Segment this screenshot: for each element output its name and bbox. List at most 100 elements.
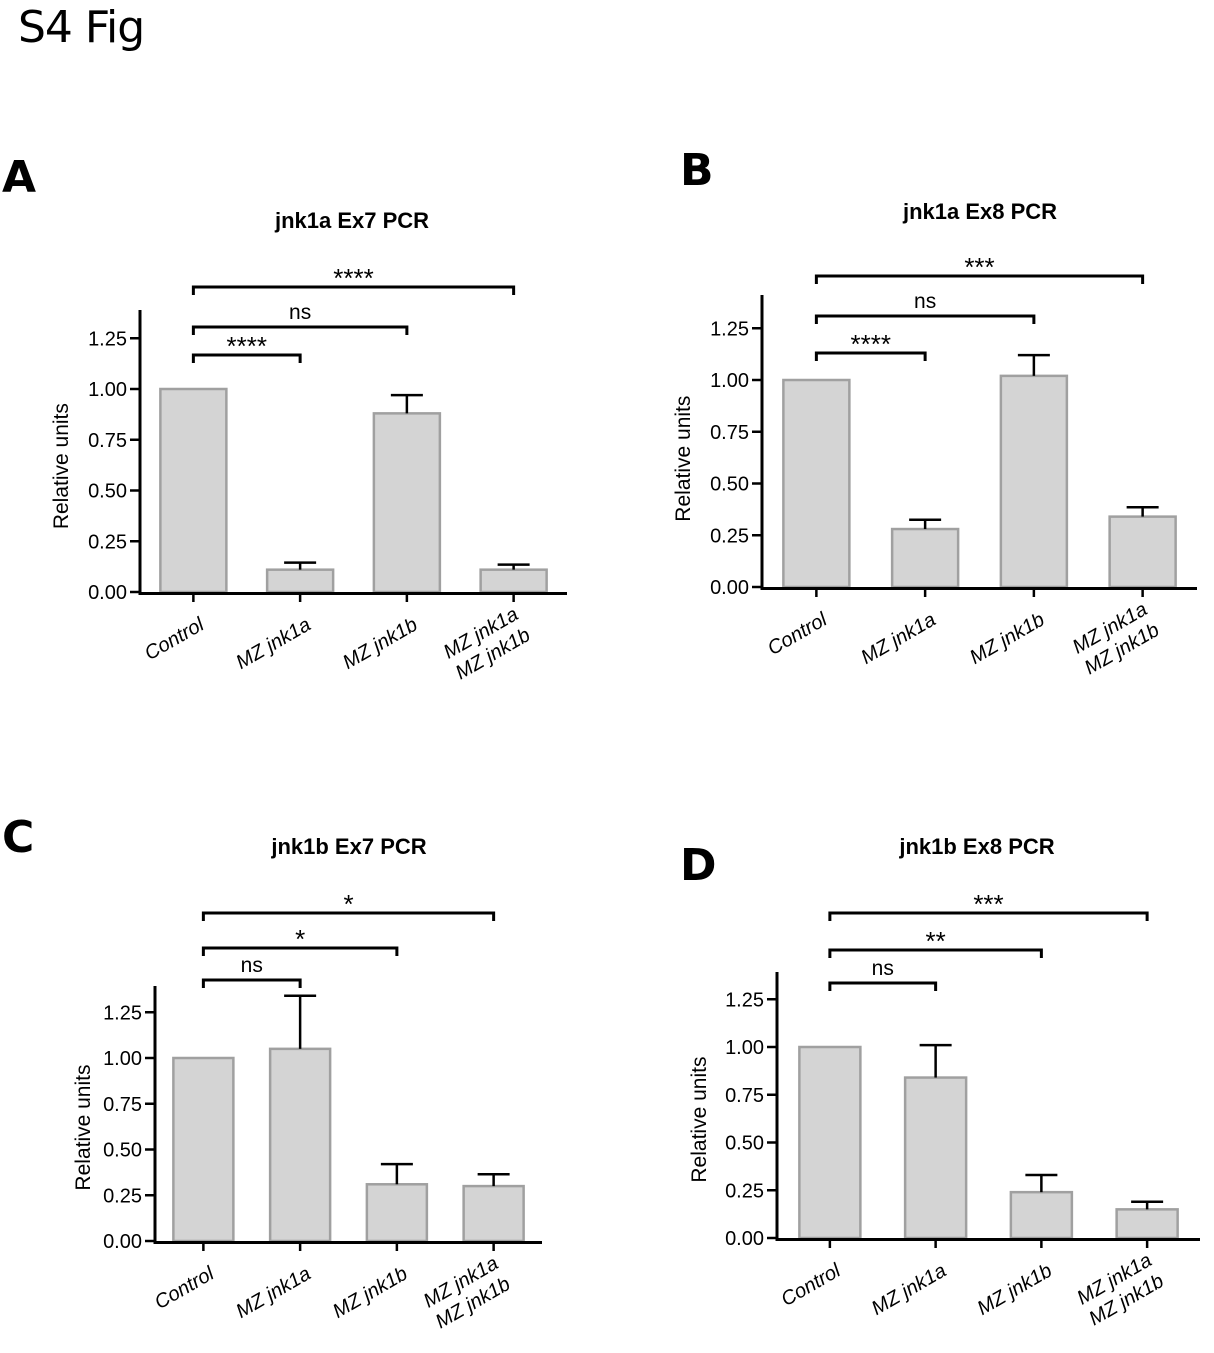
chart-title-b: jnk1a Ex8 PCR <box>902 199 1058 224</box>
x-tick-label: Control <box>141 613 208 665</box>
y-tick-label: 0.50 <box>725 1133 764 1155</box>
x-tick-label: MZ jnk1b <box>974 1260 1056 1320</box>
x-tick-label: MZ jnk1aMZ jnk1b <box>1073 1249 1167 1330</box>
bar <box>265 568 335 594</box>
x-tick-label-line: Control <box>141 613 208 665</box>
bar <box>372 412 442 594</box>
significance-label: **** <box>333 263 373 293</box>
plot-area: 0.00 0.25 0.50 0.75 1.00 1.25 Control MZ jnk1a M… <box>688 889 1200 1330</box>
bar <box>999 374 1069 589</box>
y-tick-label: 0.25 <box>88 531 127 553</box>
significance-label: ns <box>289 301 311 324</box>
x-tick-label: MZ jnk1aMZ jnk1b <box>440 603 534 684</box>
x-tick-label-line: MZ jnk1b <box>329 1263 411 1323</box>
bar <box>268 1047 332 1243</box>
y-tick-label: 1.00 <box>103 1048 142 1070</box>
x-tick-label: MZ jnk1aMZ jnk1b <box>1069 598 1163 679</box>
panel-letter-b: B <box>680 145 714 196</box>
significance-label: ns <box>914 290 936 313</box>
bar <box>1108 515 1177 589</box>
figure-label: S4 Fig <box>18 2 145 53</box>
significance-label: *** <box>973 889 1003 919</box>
significance-bracket <box>814 351 927 361</box>
y-tick-label: 0.00 <box>710 577 749 599</box>
y-tick-label: 0.00 <box>725 1228 764 1250</box>
x-tick-label: MZ jnk1aMZ jnk1b <box>420 1252 514 1333</box>
y-tick-label: 1.25 <box>103 1002 142 1024</box>
significance-label: ** <box>926 926 946 956</box>
x-tick-label-line: MZ jnk1a <box>857 609 939 669</box>
bar <box>172 1056 235 1243</box>
significance-label: **** <box>227 331 267 361</box>
y-tick-label: 0.75 <box>88 430 127 452</box>
significance-label: * <box>343 889 353 919</box>
x-tick-label: MZ jnk1a <box>232 614 314 674</box>
x-tick-label-line: MZ jnk1b <box>966 609 1048 669</box>
y-axis-label: Relative units <box>50 403 73 529</box>
significance-bracket <box>191 285 516 295</box>
y-axis-label: Relative units <box>672 396 695 522</box>
y-tick-label: 0.50 <box>710 474 749 496</box>
y-tick-label: 0.25 <box>710 525 749 547</box>
significance-bracket <box>191 325 409 335</box>
significance-bracket <box>814 274 1145 284</box>
chart-d-svg: 0.00 0.25 0.50 0.75 1.00 1.25 Control MZ jnk1a M… <box>688 889 1200 1330</box>
y-tick-label: 0.75 <box>710 422 749 444</box>
y-tick-label: 0.25 <box>103 1185 142 1207</box>
significance-bracket <box>828 948 1043 958</box>
bar <box>903 1076 968 1240</box>
bar <box>365 1183 429 1243</box>
bar <box>462 1184 525 1243</box>
bar <box>782 378 851 589</box>
chart-title-d: jnk1b Ex8 PCR <box>899 834 1055 859</box>
panel-letter-a: A <box>2 152 37 203</box>
y-tick-label: 0.75 <box>103 1094 142 1116</box>
x-tick-label: MZ jnk1b <box>339 614 421 674</box>
x-tick-label-line: MZ jnk1a <box>232 1263 314 1323</box>
chart-title-a: jnk1a Ex7 PCR <box>274 208 430 233</box>
significance-label: *** <box>964 252 994 282</box>
y-tick-label: 0.25 <box>725 1180 764 1202</box>
y-tick-label: 1.00 <box>710 370 749 392</box>
significance-label: * <box>295 924 305 954</box>
x-tick-label: Control <box>778 1259 845 1311</box>
significance-bracket <box>828 911 1149 921</box>
x-tick-label: MZ jnk1a <box>857 609 939 669</box>
bar <box>798 1045 862 1240</box>
significance-bracket <box>201 911 496 921</box>
x-tick-label-line: Control <box>778 1259 845 1311</box>
bar <box>159 387 228 594</box>
y-axis-label: Relative units <box>688 1057 711 1183</box>
bar <box>479 568 548 594</box>
x-tick-label: Control <box>151 1262 218 1314</box>
y-tick-label: 1.00 <box>725 1037 764 1059</box>
x-tick-label-line: MZ jnk1a <box>232 614 314 674</box>
y-tick-label: 0.50 <box>103 1140 142 1162</box>
significance-bracket <box>828 981 938 991</box>
panel-letter-c: C <box>2 812 35 863</box>
y-tick-label: 1.25 <box>725 989 764 1011</box>
x-tick-label: MZ jnk1b <box>966 609 1048 669</box>
significance-bracket <box>191 353 302 363</box>
chart-panel-a: A jnk1a Ex7 PCR 0.00 0.25 0.50 0.75 1.00 1.25… <box>0 150 600 730</box>
y-tick-label: 0.00 <box>88 582 127 604</box>
y-tick-label: 1.00 <box>88 379 127 401</box>
x-tick-label-line: MZ jnk1b <box>339 614 421 674</box>
x-tick-label: MZ jnk1a <box>232 1263 314 1323</box>
panel-letter-d: D <box>680 840 717 891</box>
significance-bracket <box>814 314 1036 324</box>
x-tick-label: MZ jnk1b <box>329 1263 411 1323</box>
bar <box>1009 1190 1074 1240</box>
bar <box>890 527 960 589</box>
x-tick-label-line: Control <box>764 608 831 660</box>
significance-bracket <box>201 978 302 988</box>
y-tick-label: 1.25 <box>710 318 749 340</box>
y-tick-label: 0.75 <box>725 1085 764 1107</box>
x-tick-label-line: Control <box>151 1262 218 1314</box>
y-tick-label: 0.00 <box>103 1231 142 1253</box>
chart-panel-b: B jnk1a Ex8 PCR 0.00 0.25 0.50 0.75 1.00 1.25… <box>620 143 1214 730</box>
